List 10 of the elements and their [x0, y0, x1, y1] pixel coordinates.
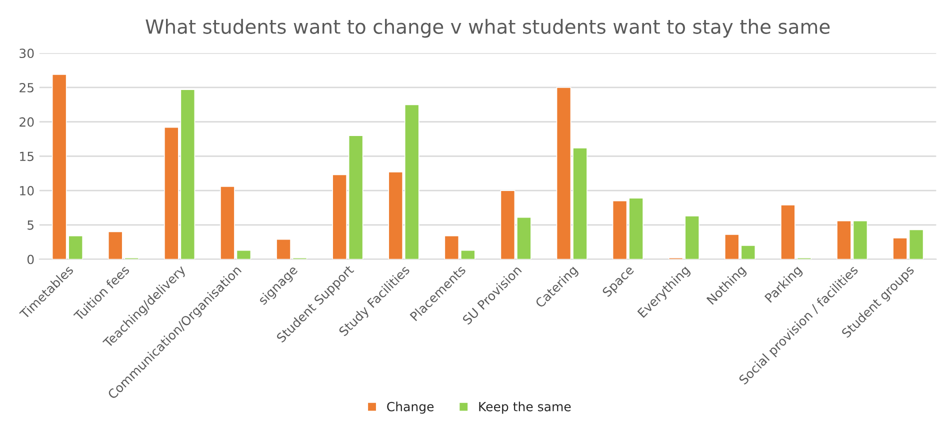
- chart-title: What students want to change v what students want to stay the same: [146, 18, 830, 38]
- y-tick-label: 25: [20, 82, 34, 92]
- y-tick-label: 20: [20, 117, 34, 127]
- y-tick-label: 10: [20, 186, 34, 196]
- y-tick-label: 5: [28, 220, 34, 230]
- y-tick-label: 0: [27, 254, 34, 264]
- legend-label: Keep the same: [479, 402, 571, 414]
- y-tick-label: 15: [20, 152, 34, 162]
- y-tick-label: 30: [20, 48, 34, 58]
- legend-label: Change: [387, 402, 434, 414]
